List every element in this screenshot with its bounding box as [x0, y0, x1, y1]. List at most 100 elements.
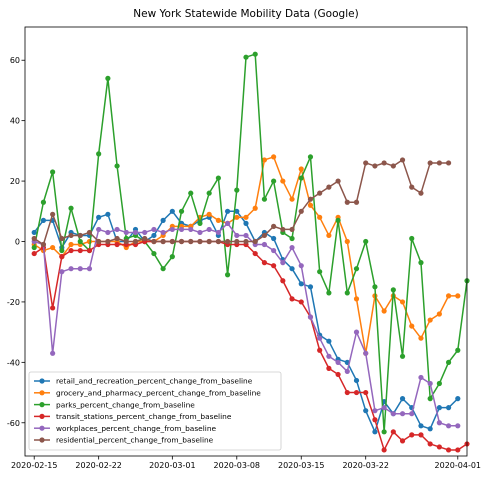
- data-point: [50, 169, 56, 175]
- data-point: [409, 411, 415, 417]
- data-point: [252, 250, 258, 257]
- data-point: [188, 238, 194, 245]
- y-tick-label: 0: [15, 238, 20, 247]
- data-point: [363, 408, 369, 414]
- data-point: [271, 154, 277, 160]
- data-point: [418, 423, 424, 429]
- data-point: [317, 347, 323, 353]
- data-point: [436, 380, 442, 387]
- legend-swatch-marker: [39, 378, 45, 384]
- legend: retail_and_recreation_percent_change_fro…: [28, 371, 282, 451]
- data-point: [160, 217, 166, 223]
- data-point: [326, 184, 332, 190]
- data-point: [50, 211, 56, 217]
- data-point: [160, 266, 166, 272]
- data-point: [335, 217, 341, 223]
- data-point: [381, 447, 387, 453]
- data-point: [123, 229, 129, 236]
- data-point: [289, 235, 295, 242]
- data-point: [96, 238, 102, 245]
- legend-box: [28, 371, 282, 451]
- data-point: [132, 238, 139, 245]
- y-tick-label: -20: [7, 298, 20, 307]
- data-point: [178, 238, 185, 245]
- data-point: [271, 263, 277, 269]
- data-point: [445, 447, 452, 453]
- data-point: [96, 214, 102, 220]
- data-point: [68, 266, 74, 272]
- data-point: [271, 223, 277, 229]
- data-point: [427, 441, 433, 447]
- data-point: [261, 241, 268, 248]
- data-point: [427, 380, 433, 387]
- data-point: [77, 238, 83, 245]
- data-point: [344, 368, 350, 375]
- data-point: [215, 217, 221, 223]
- data-point: [160, 229, 166, 236]
- data-point: [243, 238, 249, 245]
- data-point: [114, 226, 120, 233]
- data-point: [289, 266, 295, 272]
- data-point: [344, 199, 350, 205]
- data-point: [50, 244, 56, 251]
- data-point: [326, 290, 332, 296]
- data-point: [50, 305, 56, 311]
- data-point: [409, 235, 415, 242]
- data-point: [68, 247, 74, 254]
- data-point: [114, 163, 120, 169]
- data-point: [427, 317, 433, 323]
- data-point: [234, 187, 240, 193]
- data-point: [399, 353, 406, 359]
- legend-label: residential_percent_change_from_baseline: [56, 436, 214, 445]
- data-point: [436, 420, 442, 426]
- data-point: [188, 190, 194, 196]
- data-point: [234, 238, 240, 245]
- data-point: [353, 296, 360, 302]
- data-point: [77, 232, 83, 239]
- legend-label: workplaces_percent_change_from_baseline: [56, 424, 217, 433]
- data-point: [298, 263, 304, 269]
- data-point: [427, 426, 433, 432]
- data-point: [105, 211, 111, 217]
- data-point: [261, 196, 268, 202]
- data-point: [399, 411, 406, 417]
- data-point: [353, 329, 360, 335]
- data-point: [261, 157, 268, 163]
- data-point: [307, 284, 314, 290]
- data-point: [178, 208, 185, 214]
- data-point: [298, 175, 304, 181]
- data-point: [372, 417, 378, 423]
- data-point: [271, 235, 277, 242]
- data-point: [307, 202, 314, 208]
- data-point: [298, 299, 304, 305]
- data-point: [169, 254, 175, 260]
- data-point: [455, 293, 461, 299]
- data-point: [261, 232, 268, 239]
- data-point: [96, 226, 102, 233]
- data-point: [326, 338, 332, 344]
- x-tick-label: 2020-03-01: [149, 461, 196, 470]
- data-point: [224, 272, 231, 278]
- data-point: [455, 347, 461, 353]
- data-point: [206, 226, 212, 233]
- data-point: [390, 163, 396, 169]
- data-point: [188, 226, 194, 233]
- data-point: [243, 232, 249, 239]
- data-point: [390, 287, 396, 293]
- data-point: [363, 389, 369, 396]
- data-point: [40, 241, 47, 248]
- data-point: [31, 244, 37, 251]
- data-point: [418, 374, 424, 381]
- data-point: [363, 160, 369, 166]
- chart-title: New York Statewide Mobility Data (Google…: [133, 8, 358, 20]
- data-point: [59, 269, 65, 275]
- data-point: [418, 335, 424, 341]
- data-point: [363, 350, 369, 356]
- series-line: [33, 53, 468, 433]
- data-point: [307, 314, 314, 320]
- data-point: [215, 175, 221, 181]
- data-point: [68, 232, 74, 239]
- data-point: [252, 238, 258, 245]
- data-point: [96, 151, 102, 157]
- data-point: [436, 160, 442, 166]
